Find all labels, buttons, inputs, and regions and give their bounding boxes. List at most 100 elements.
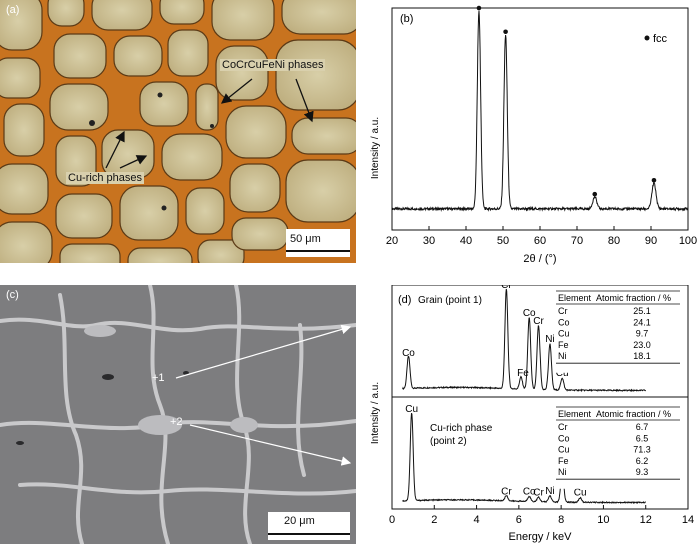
scalebar-c-label: 20 μm [284,515,315,527]
eds-table-cell-fraction: 6.2 [636,456,649,466]
arrow-cu-upper [105,130,125,169]
xrd-x-tick-label: 30 [423,235,435,247]
eds-peak-label: Cr [501,285,512,291]
arrow-point-2 [189,424,352,466]
eds-table-cell-fraction: 24.1 [633,317,651,327]
eds-trace-cu-rich [402,412,646,505]
eds-table-cell-element: Fe [558,340,569,350]
arrow-cu-lower [119,155,148,169]
xrd-x-tick-label: 100 [679,235,697,247]
eds-x-tick-label: 6 [516,514,522,526]
panel-label-c: (c) [6,289,19,301]
eds-chart: (d) Grain (point 1) Cu-rich phase (point… [370,285,694,543]
xrd-fcc-peak-marker [592,191,598,197]
eds-peak-label: Cr [533,488,544,499]
xrd-trace [391,10,689,212]
eds-table-bg [556,407,680,489]
eds-peak-label: Co [523,308,536,319]
eds-table-cell-fraction: 23.0 [633,340,651,350]
xrd-x-tick-label: 70 [571,235,583,247]
xrd-fcc-peak-marker [476,5,482,11]
xrd-x-tick-label: 40 [460,235,472,247]
eds-x-tick-label: 12 [640,514,652,526]
eds-table-header-fraction: Atomic fraction / % [596,293,671,303]
eds-table-cell-element: Co [558,317,570,327]
panel-label-a: (a) [6,4,20,16]
eds-peak-label: Ni [545,486,554,497]
eds-peak-label: Fe [517,368,529,379]
annotation-cocrcufeni-phases: CoCrCuFeNi phases [220,59,326,71]
eds-trace-grain [402,288,647,393]
eds-x-axis-label: Energy / keV [509,531,573,543]
micrograph-a-image [0,0,356,263]
eds-peak-label: Cu [405,404,418,415]
eds-peak-label: Cu [556,368,569,379]
legend-fcc-label: fcc [653,33,668,45]
eds-x-tick-label: 4 [474,514,480,526]
xrd-x-tick-label: 90 [645,235,657,247]
eds-table-cell-element: Cu [558,445,570,455]
scalebar-c: 20 μm [268,512,350,540]
eds-table-bg [556,291,680,373]
xrd-fcc-peak-marker [503,29,508,35]
eds-table-cell-fraction: 9.7 [636,329,649,339]
eds-table-cell-element: Cr [558,306,568,316]
xrd-x-tick-label: 80 [608,235,620,247]
eds-table-cell-fraction: 25.1 [633,306,651,316]
legend-fcc-marker [644,35,650,41]
marker-point-1: +1 [152,372,165,384]
eds-table-cell-fraction: 6.5 [636,433,649,443]
eds-cu-title-2: (point 2) [430,436,467,447]
scalebar-c-bar [268,533,350,535]
eds-x-tick-label: 2 [431,514,437,526]
xrd-y-axis-label: Intensity / a.u. [370,117,381,179]
xrd-chart: (b) fcc Intensity / a.u. 2θ / (°) 20 30 40… [370,5,697,265]
eds-table-cell-fraction: 71.3 [633,445,651,455]
eds-table-cell-element: Cr [558,422,568,432]
xrd-x-tick-label: 50 [497,235,509,247]
eds-table-cell-element: Ni [558,351,567,361]
eds-x-tick-label: 0 [389,514,395,526]
eds-table-cell-fraction: 6.7 [636,422,649,432]
eds-peak-label: Ni [545,334,554,345]
eds-peak-label: Cr [501,487,512,498]
eds-peak-label: Co [523,487,536,498]
marker-point-2: +2 [170,416,183,428]
eds-x-tick-label: 10 [597,514,609,526]
eds-y-axis-label: Intensity / a.u. [370,382,381,444]
xrd-x-axis-label: 2θ / (°) [523,253,556,265]
micrograph-c [0,285,356,544]
panel-label-b: (b) [400,13,413,25]
xrd-x-tick-label: 60 [534,235,546,247]
eds-table-cell-fraction: 9.3 [636,467,649,477]
micrograph-c-arrows [175,324,352,466]
panel-label-d: (d) [398,294,411,306]
scalebar-a-label: 50 μm [290,233,321,245]
scalebar-a: 50 μm [286,229,350,257]
eds-x-tick-label: 8 [558,514,564,526]
eds-peak-label: Co [402,348,415,359]
eds-table-cell-element: Cu [558,329,570,339]
arrow-phases-left [220,78,253,104]
arrow-phases-right [295,78,314,123]
micrograph-a [0,0,356,263]
micrograph-a-arrows [105,78,314,169]
eds-cu-title-1: Cu-rich phase [430,423,493,434]
xrd-plot-frame [391,7,689,231]
eds-table-cell-element: Fe [558,456,569,466]
micrograph-c-image [0,285,356,544]
scalebar-a-bar [286,250,350,252]
eds-table-cell-fraction: 18.1 [633,351,651,361]
eds-table-header-fraction: Atomic fraction / % [596,409,671,419]
eds-x-tick-label: 14 [682,514,694,526]
annotation-cu-rich-phases: Cu-rich phases [66,172,144,184]
eds-peak-label: Cr [533,316,544,327]
eds-table-cell-element: Co [558,433,570,443]
eds-table-header-element: Element [558,409,592,419]
eds-peak-label: Cu [574,488,587,499]
xrd-fcc-peak-marker [651,177,657,183]
eds-table-header-element: Element [558,293,592,303]
eds-table-cell-element: Ni [558,467,567,477]
xrd-x-tick-label: 20 [386,235,398,247]
eds-grain-title: Grain (point 1) [418,295,482,306]
